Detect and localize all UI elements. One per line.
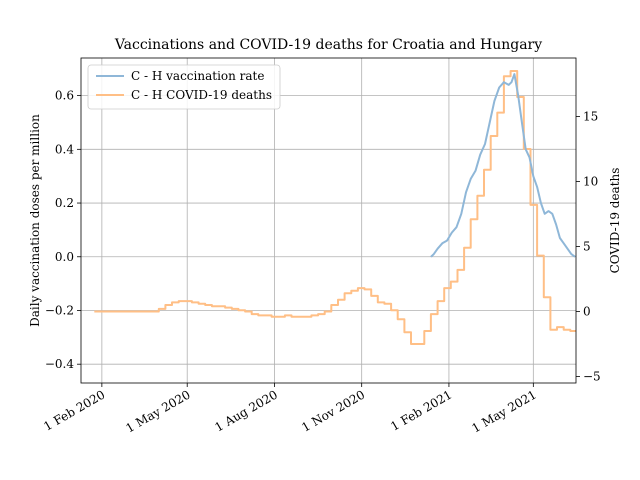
y-left-tick-label: 0.0 — [55, 250, 74, 264]
y-axis-right: −5 0 5 10 15 — [576, 110, 601, 384]
y-right-tick-label: −5 — [583, 370, 601, 384]
x-tick-label: 1 May 2020 — [123, 387, 192, 435]
y-right-tick-label: 0 — [583, 305, 591, 319]
y-left-tick-label: −0.4 — [45, 357, 75, 371]
y-axis-right-title: COVID-19 deaths — [608, 168, 622, 274]
chart-title: Vaccinations and COVID-19 deaths for Cro… — [114, 37, 542, 53]
plot-frame — [80, 57, 577, 384]
y-right-tick-label: 15 — [583, 110, 598, 124]
x-tick-label: 1 Aug 2020 — [212, 387, 280, 434]
series-line-vaccination — [430, 73, 576, 258]
x-tick-label: 1 Nov 2020 — [299, 387, 367, 434]
legend: C - H vaccination rate C - H COVID-19 de… — [87, 64, 281, 110]
y-left-tick-label: −0.2 — [45, 303, 74, 317]
y-left-tick-label: 0.6 — [55, 89, 74, 103]
x-axis: 1 Feb 2020 1 May 2020 1 Aug 2020 1 Nov 2020… — [41, 383, 539, 436]
y-right-tick-label: 5 — [583, 240, 591, 254]
y-axis-left: −0.4 −0.2 0.0 0.2 0.4 0.6 — [45, 89, 81, 371]
legend-label-vaccination: C - H vaccination rate — [131, 69, 264, 83]
series-layer — [94, 70, 576, 345]
legend-box — [87, 64, 281, 110]
x-tick-label: 1 Feb 2021 — [388, 387, 454, 433]
y-axis-left-title: Daily vaccination doses per million — [28, 114, 42, 327]
series-line-deaths — [94, 70, 576, 345]
y-left-tick-label: 0.4 — [55, 142, 74, 156]
y-left-tick-label: 0.2 — [55, 196, 74, 210]
x-tick-label: 1 May 2021 — [469, 387, 538, 435]
x-tick-label: 1 Feb 2020 — [41, 387, 107, 433]
legend-label-deaths: C - H COVID-19 deaths — [131, 88, 272, 102]
y-right-tick-label: 10 — [583, 175, 598, 189]
